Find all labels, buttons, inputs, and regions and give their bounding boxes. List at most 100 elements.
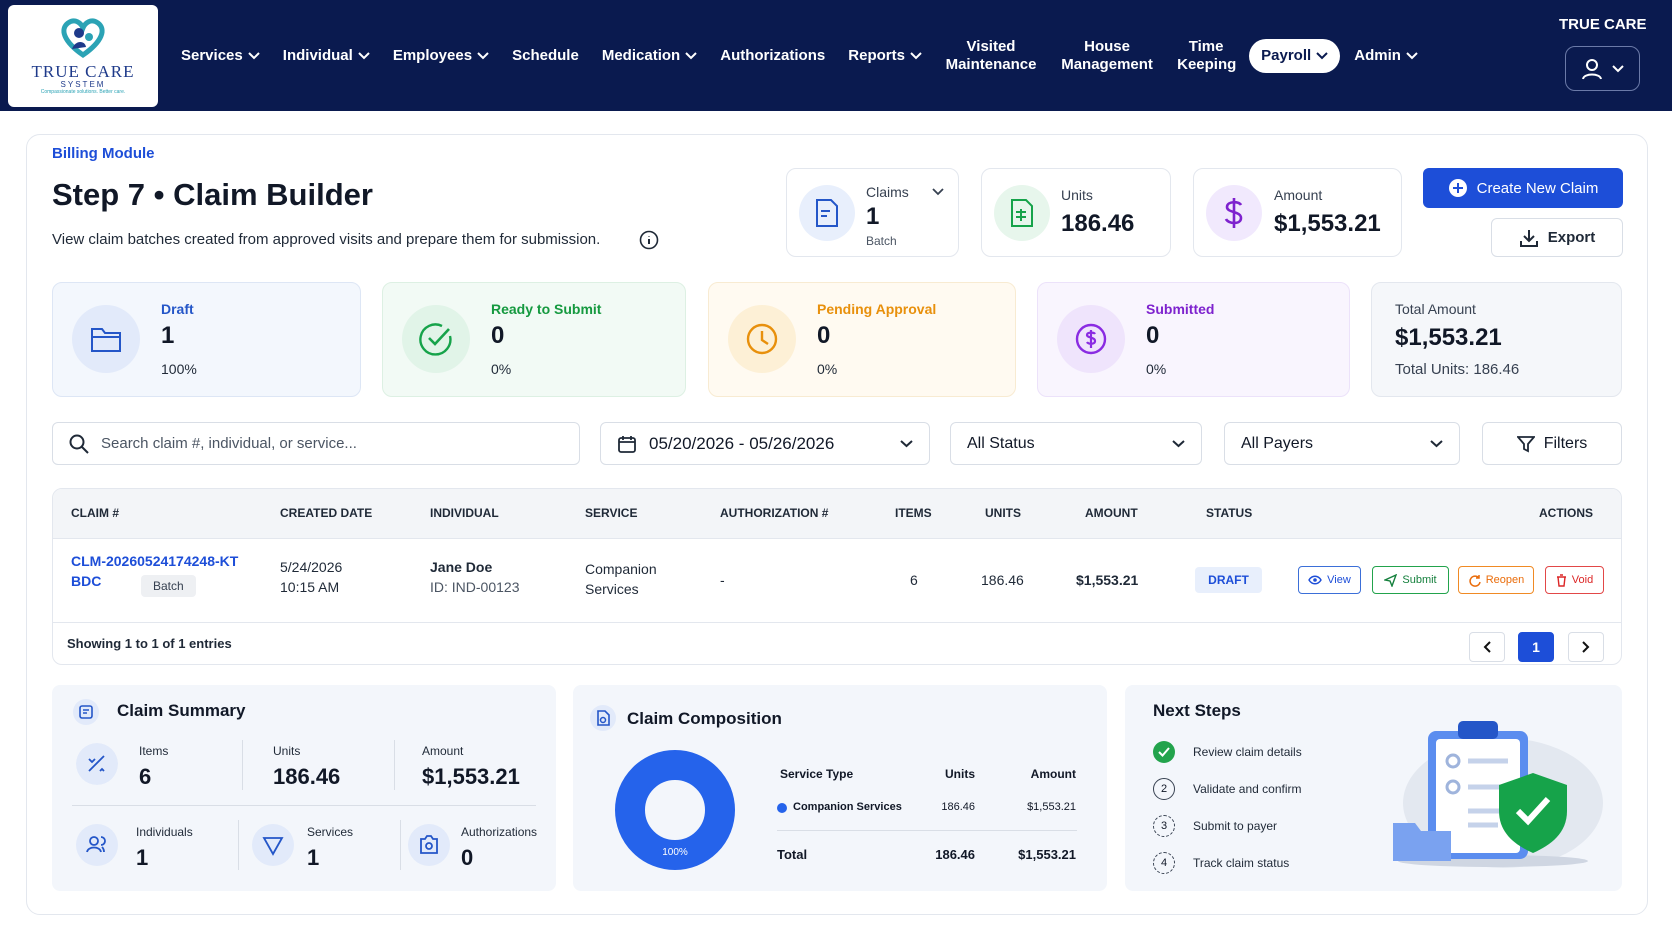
button-label: Submit [1402, 574, 1437, 586]
status-badge: DRAFT [1195, 567, 1262, 593]
created-time: 10:15 AM [280, 579, 340, 595]
status-label: Submitted [1146, 301, 1215, 317]
reopen-button[interactable]: Reopen [1458, 566, 1534, 594]
nav-item[interactable]: Authorizations [711, 41, 834, 71]
stat-icon [799, 185, 855, 241]
status-label: Pending Approval [817, 301, 937, 317]
main-nav: Services Individual Employees Schedule M… [172, 0, 1427, 111]
column-header: AUTHORIZATION # [720, 506, 829, 520]
individual-id: ID: IND-00123 [430, 579, 520, 595]
summary-label: Authorizations [461, 825, 538, 839]
stat-card: Units 186.46 [981, 168, 1171, 257]
stat-label: Amount [1274, 187, 1323, 203]
logo[interactable]: TRUE CARE SYSTEM Compassionate solutions… [8, 5, 158, 107]
page-description: View claim batches created from approved… [52, 231, 601, 248]
summary-value: 6 [139, 764, 152, 789]
nav-label: Medication [601, 46, 681, 64]
user-menu[interactable] [1565, 46, 1640, 91]
status-card[interactable]: Ready to Submit 0 0% [382, 282, 686, 397]
summary-value: 1 [136, 845, 149, 870]
nav-item[interactable]: Admin [1345, 41, 1427, 71]
nav-item[interactable]: Reports [839, 41, 931, 71]
current-page[interactable]: 1 [1518, 632, 1554, 662]
status-select[interactable]: All Status [950, 422, 1202, 465]
button-label: Export [1547, 229, 1596, 246]
date-range-picker[interactable]: 05/20/2026 - 05/26/2026 [600, 422, 930, 465]
column-header: UNITS [985, 506, 1021, 520]
nav-label: Payroll [1261, 46, 1312, 64]
nav-label: Time Keeping [1177, 37, 1237, 73]
summary-label: Amount [422, 744, 464, 758]
status-label: Ready to Submit [491, 301, 602, 317]
void-button[interactable]: Void [1545, 566, 1604, 594]
step-marker [1153, 741, 1175, 763]
nav-item[interactable]: Employees [384, 41, 498, 71]
nav-item[interactable]: Individual [274, 41, 379, 71]
summary-value: 1 [307, 845, 320, 870]
total-sub: Total Units: 186.46 [1395, 361, 1520, 378]
status-card[interactable]: Submitted 0 0% [1037, 282, 1350, 397]
stat-icon [1206, 185, 1262, 241]
select-value: All Status [967, 434, 1035, 452]
step-marker: 4 [1153, 852, 1175, 874]
total-label: Total [777, 847, 808, 862]
view-button[interactable]: View [1298, 566, 1361, 594]
org-name: TRUE CARE [1559, 16, 1647, 33]
info-icon[interactable] [639, 230, 659, 250]
nav-label: Services [181, 46, 243, 64]
status-percent: 100% [161, 361, 197, 377]
nav-item[interactable]: House Management [1051, 32, 1163, 80]
prev-page[interactable] [1469, 632, 1505, 662]
nav-item[interactable]: Medication [593, 41, 706, 71]
table-header [53, 489, 1621, 539]
column-header: Amount [1030, 767, 1076, 781]
create-claim-button[interactable]: Create New Claim [1423, 168, 1623, 208]
donut-slice [615, 750, 735, 870]
export-button[interactable]: Export [1491, 218, 1623, 257]
filters-button[interactable]: Filters [1482, 422, 1622, 465]
breadcrumb[interactable]: Billing Module [52, 145, 155, 162]
step-marker: 2 [1153, 778, 1175, 800]
nav-label: House Management [1061, 37, 1153, 73]
claim-summary-panel: Claim Summary Items 6 Units 186.46 Amoun… [52, 685, 556, 891]
batch-tag: Batch [141, 575, 196, 597]
status-card[interactable]: Pending Approval 0 0% [708, 282, 1016, 397]
items: 6 [910, 572, 918, 588]
created-date: 5/24/2026 [280, 559, 343, 575]
search-placeholder: Search claim #, individual, or service..… [101, 435, 357, 452]
summary-label: Individuals [136, 825, 193, 839]
stat-card[interactable]: Claims 1 Batch [786, 168, 959, 257]
button-label: View [1327, 574, 1351, 586]
column-header: ITEMS [895, 506, 932, 520]
summary-label: Items [139, 744, 169, 758]
status-card[interactable]: Draft 1 100% [52, 282, 361, 397]
illustration [1393, 721, 1603, 868]
column-header: STATUS [1206, 506, 1253, 520]
claim-link[interactable]: CLM-20260524174248-KTBDC [71, 553, 239, 589]
column-header: ACTIONS [1539, 506, 1593, 520]
search-input[interactable]: Search claim #, individual, or service..… [52, 422, 580, 465]
panel-title: Claim Summary [117, 701, 246, 720]
units: 186.46 [981, 572, 1024, 588]
nav-item[interactable]: Visited Maintenance [936, 32, 1046, 80]
next-page[interactable] [1568, 632, 1604, 662]
summary-value: $1,553.21 [422, 764, 520, 789]
nav-item-active[interactable]: Payroll [1249, 38, 1341, 73]
summary-label: Services [307, 825, 354, 839]
service-type: Companion Services [793, 801, 902, 813]
status-value: 1 [161, 322, 175, 349]
nav-item[interactable]: Schedule [503, 41, 588, 71]
status-percent: 0% [1146, 361, 1167, 377]
stat-sub: Batch [866, 234, 897, 248]
submit-button[interactable]: Submit [1372, 566, 1449, 594]
donut-chart: 100% [615, 750, 735, 870]
stat-card: Amount $1,553.21 [1193, 168, 1402, 257]
nav-item[interactable]: Time Keeping [1168, 32, 1244, 80]
payer-select[interactable]: All Payers [1224, 422, 1460, 465]
nav-label: Visited Maintenance [945, 37, 1037, 73]
column-header: Service Type [780, 767, 854, 781]
stat-label: Claims [866, 184, 909, 200]
step-marker: 3 [1153, 815, 1175, 837]
nav-item[interactable]: Services [172, 41, 269, 71]
